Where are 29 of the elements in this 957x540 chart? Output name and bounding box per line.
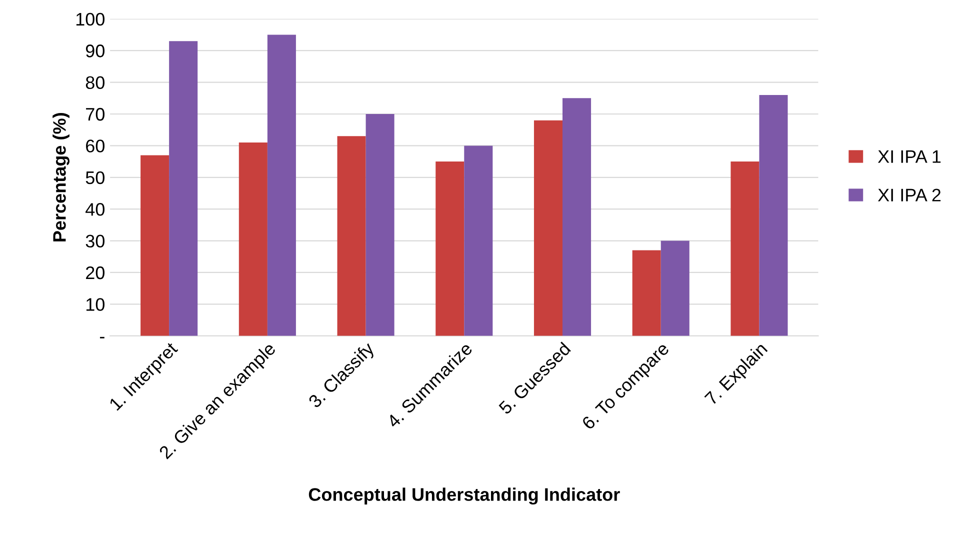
bar (464, 146, 493, 336)
bar (660, 240, 690, 336)
y-axis-title: Percentage (%) (52, 113, 70, 242)
bar (730, 162, 760, 336)
y-tick-label: 10 (86, 298, 104, 311)
y-tick-label: 80 (86, 76, 104, 90)
legend-label: XI IPA 2 (878, 188, 941, 202)
bar (562, 98, 592, 336)
y-tick-label: 30 (86, 234, 104, 248)
y-tick-label: - (100, 336, 104, 338)
x-axis-title: Conceptual Understanding Indicator (308, 488, 620, 505)
y-tick-label: 100 (76, 12, 104, 26)
y-tick-label: 20 (86, 266, 104, 280)
bar (140, 155, 170, 336)
y-tick-label: 50 (86, 171, 104, 184)
bar (267, 34, 296, 336)
y-tick-label: 60 (86, 140, 104, 152)
bar (436, 162, 464, 336)
bar (238, 142, 268, 336)
bar (632, 250, 661, 336)
y-tick-label: 40 (86, 203, 104, 216)
bar (337, 136, 366, 336)
bar (169, 41, 198, 336)
bar (534, 120, 563, 336)
y-tick-label: 70 (86, 108, 104, 121)
y-tick-label: 90 (86, 44, 104, 58)
bar (366, 114, 394, 336)
legend-label: XI IPA 1 (878, 150, 941, 163)
bar (759, 94, 788, 336)
